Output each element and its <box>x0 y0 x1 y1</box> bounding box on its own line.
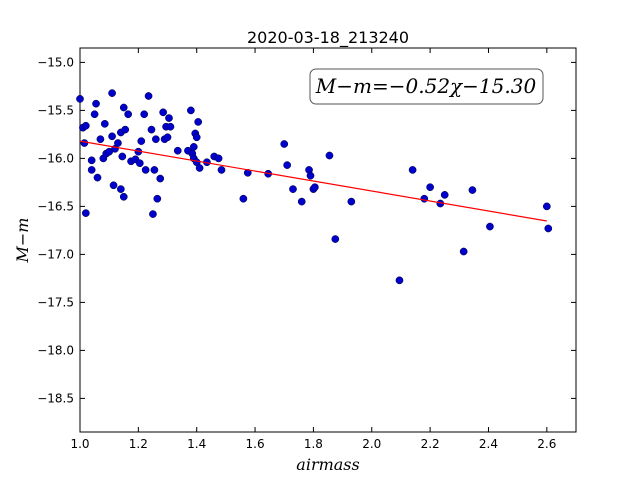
data-point <box>159 108 168 117</box>
data-point <box>90 110 99 119</box>
y-axis-label: M−m <box>13 218 32 264</box>
data-point <box>114 139 122 147</box>
data-point <box>121 125 130 134</box>
data-points <box>76 89 553 285</box>
plot-area <box>79 47 577 433</box>
data-point <box>459 247 468 256</box>
data-point <box>87 166 96 174</box>
data-point <box>420 194 429 203</box>
x-tick-label: 1.4 <box>187 437 206 451</box>
data-point <box>239 194 248 203</box>
fit-equation: M−m=−0.52χ−15.30 <box>315 74 537 98</box>
data-point <box>144 92 153 100</box>
data-point <box>119 192 128 201</box>
y-tick-label: −17.0 <box>37 247 74 261</box>
data-point <box>76 95 84 103</box>
y-tick-label: −18.5 <box>37 391 74 405</box>
data-point <box>141 166 150 174</box>
data-point <box>108 89 116 97</box>
fit-line-layer <box>79 140 547 222</box>
data-point <box>116 185 125 193</box>
x-tick-label: 1.2 <box>129 437 148 451</box>
data-point <box>81 121 90 130</box>
data-point <box>395 276 404 285</box>
fit-line <box>79 140 547 222</box>
data-point <box>283 161 292 169</box>
data-point <box>289 185 297 193</box>
data-point <box>135 159 144 168</box>
data-point <box>486 222 494 231</box>
data-point <box>325 151 334 160</box>
x-tick-label: 1.6 <box>246 437 265 451</box>
data-point <box>440 191 449 199</box>
data-point <box>542 202 551 211</box>
data-point <box>408 166 417 174</box>
x-tick-label: 2.6 <box>537 437 556 451</box>
data-point <box>149 210 157 218</box>
data-point <box>81 209 90 217</box>
equation-box-frame <box>309 68 544 105</box>
x-tick-label: 1.8 <box>304 437 323 451</box>
y-tick-label: −15.0 <box>37 55 74 69</box>
data-point <box>280 140 289 148</box>
data-point <box>119 103 128 112</box>
data-point <box>306 171 315 180</box>
y-tick-label: −18.0 <box>37 343 74 357</box>
data-point <box>195 164 204 172</box>
y-tick-label: −15.5 <box>37 103 74 117</box>
data-point <box>109 181 118 190</box>
data-point <box>243 168 252 177</box>
data-point <box>124 110 132 119</box>
data-point <box>163 133 172 142</box>
data-point <box>108 132 116 141</box>
data-point <box>165 114 173 122</box>
data-point <box>189 143 198 151</box>
data-point <box>80 139 89 147</box>
chart-title: 2020-03-18_213240 <box>247 28 409 48</box>
data-point <box>347 197 356 206</box>
data-point <box>331 235 340 243</box>
data-point <box>96 135 105 144</box>
data-point <box>87 156 96 165</box>
data-point <box>92 99 100 108</box>
data-point <box>140 110 149 119</box>
data-point <box>156 174 165 183</box>
data-point <box>468 186 477 194</box>
data-point <box>187 106 195 115</box>
data-point <box>166 122 175 131</box>
data-point <box>544 224 553 233</box>
data-point <box>194 118 203 126</box>
data-point <box>118 152 127 161</box>
data-point <box>173 146 182 155</box>
y-tick-label: −16.0 <box>37 151 74 165</box>
y-tick-label: −17.5 <box>37 295 74 309</box>
data-point <box>153 194 162 203</box>
x-tick-label: 2.2 <box>421 437 440 451</box>
ticks-layer: 1.0 1.2 1.4 1.6 1.8 2.0 2.2 2.4 2.6 −15.0 −15.5 −16… <box>37 48 576 451</box>
equation-box: M−m=−0.52χ−15.30 <box>309 68 544 105</box>
x-tick-label: 2.0 <box>362 437 381 451</box>
data-point <box>217 166 226 174</box>
data-point <box>137 137 146 145</box>
data-point <box>147 125 156 134</box>
data-point <box>297 197 306 206</box>
data-point <box>311 183 319 192</box>
x-tick-label: 2.4 <box>479 437 498 451</box>
data-point <box>426 183 434 192</box>
data-point <box>150 166 159 174</box>
y-tick-label: −16.5 <box>37 199 74 213</box>
data-point <box>152 135 160 144</box>
data-point <box>214 154 223 163</box>
data-point <box>100 119 109 128</box>
x-axis-label: airmass <box>296 455 359 474</box>
x-tick-label: 1.0 <box>70 437 89 451</box>
data-point <box>192 133 201 142</box>
data-point <box>93 173 102 182</box>
